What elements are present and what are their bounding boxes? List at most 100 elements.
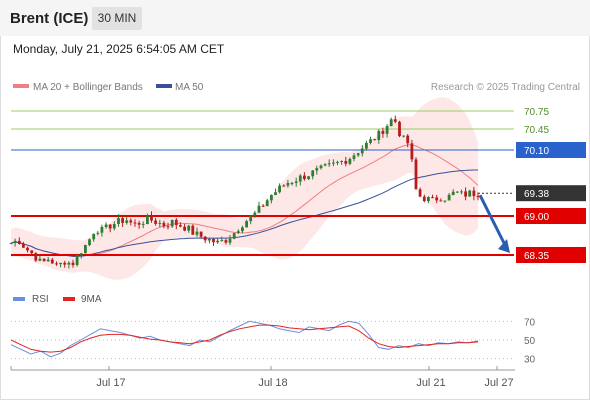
candle-body bbox=[121, 218, 124, 223]
candle-body bbox=[158, 222, 162, 224]
candle-body bbox=[311, 170, 315, 177]
x-tick-label: Jul 17 bbox=[96, 377, 125, 389]
support-label: 68.35 bbox=[524, 251, 549, 262]
candle-body bbox=[435, 197, 439, 201]
candle-body bbox=[75, 254, 79, 265]
candle-body bbox=[356, 153, 360, 156]
rsi-tick-label: 30 bbox=[524, 355, 536, 366]
candle-body bbox=[179, 225, 182, 227]
candle-body bbox=[224, 240, 228, 243]
candle-body bbox=[199, 231, 203, 237]
candle-body bbox=[393, 119, 397, 122]
candle-body bbox=[389, 119, 393, 127]
candle-body bbox=[183, 226, 186, 231]
candle-body bbox=[84, 245, 87, 254]
support-tag bbox=[516, 208, 586, 224]
candle-body bbox=[451, 191, 455, 195]
research-credit: Research © 2025 Trading Central bbox=[431, 82, 580, 93]
candle-body bbox=[327, 163, 331, 165]
candle-body bbox=[472, 190, 476, 196]
rsi-panel: 70 50 30 bbox=[10, 317, 536, 366]
candle-body bbox=[195, 231, 199, 235]
candle-body bbox=[108, 224, 112, 229]
bollinger-band-fill bbox=[11, 97, 478, 280]
chart-header: Brent (ICE) 30 MIN bbox=[0, 0, 590, 36]
instrument-title: Brent (ICE) bbox=[10, 10, 89, 27]
ma20-legend-label: MA 20 + Bollinger Bands bbox=[33, 82, 143, 93]
price-levels bbox=[11, 110, 514, 256]
rsi-tick-label: 70 bbox=[524, 317, 536, 328]
rsi-legend-swatch bbox=[13, 297, 25, 301]
candle-body bbox=[241, 227, 244, 232]
candle-body bbox=[365, 142, 368, 149]
candle-body bbox=[170, 219, 174, 227]
candle-body bbox=[427, 197, 430, 202]
candle-body bbox=[290, 182, 294, 184]
candle-body bbox=[232, 233, 236, 239]
candle-body bbox=[410, 143, 414, 160]
candle-body bbox=[146, 215, 149, 224]
candle-body bbox=[67, 262, 71, 265]
candle-body bbox=[303, 175, 306, 180]
rsi-legend-label: RSI bbox=[32, 294, 49, 305]
rsi-legend: RSI 9MA bbox=[13, 294, 102, 305]
candle-body bbox=[274, 192, 277, 195]
candle-body bbox=[265, 200, 269, 207]
last-price-label: 69.38 bbox=[524, 189, 549, 200]
candle-body bbox=[294, 181, 298, 183]
x-axis-labels: Jul 17 Jul 18 Jul 21 Jul 27 bbox=[10, 366, 514, 389]
candle-body bbox=[117, 218, 120, 224]
candle-body bbox=[464, 191, 467, 197]
candle-body bbox=[398, 121, 401, 137]
candle-body bbox=[257, 205, 261, 213]
candle-body bbox=[336, 161, 339, 163]
candle-body bbox=[447, 194, 451, 201]
candle-body bbox=[208, 238, 211, 241]
candle-body bbox=[30, 250, 34, 254]
candle-body bbox=[174, 219, 178, 226]
candle-body bbox=[323, 164, 327, 166]
timeframe-badge[interactable]: 30 MIN bbox=[92, 7, 142, 30]
pivot-label: 70.10 bbox=[524, 146, 549, 157]
candle-body bbox=[422, 196, 426, 202]
candle-body bbox=[46, 259, 50, 262]
candle-body bbox=[377, 130, 381, 140]
level-labels: 70.75 70.45 70.10 69.38 69.00 68.35 bbox=[516, 107, 586, 263]
candle-body bbox=[162, 222, 166, 227]
candle-body bbox=[414, 159, 418, 190]
last-price-tag bbox=[516, 185, 586, 202]
candle-body bbox=[203, 236, 207, 241]
candle-body bbox=[352, 155, 356, 159]
candle-body bbox=[34, 253, 38, 261]
rsi-ma-line bbox=[10, 324, 479, 353]
candle-body bbox=[348, 158, 352, 164]
support-tag bbox=[516, 247, 586, 263]
ma50-legend-swatch bbox=[156, 84, 172, 88]
candle-body bbox=[92, 233, 96, 240]
price-legend: MA 20 + Bollinger Bands MA 50 bbox=[13, 82, 204, 93]
candle-body bbox=[59, 262, 62, 265]
resistance-label: 70.75 bbox=[524, 107, 549, 118]
candle-body bbox=[298, 175, 302, 182]
candle-body bbox=[71, 262, 75, 266]
candle-body bbox=[96, 232, 100, 234]
candle-body bbox=[439, 200, 443, 202]
candle-body bbox=[460, 191, 463, 193]
forecast-arrow-shaft bbox=[478, 194, 508, 248]
candle-body bbox=[88, 239, 91, 246]
candle-body bbox=[26, 247, 29, 251]
candle-body bbox=[13, 240, 17, 244]
candle-body bbox=[220, 240, 224, 242]
candle-body bbox=[55, 263, 58, 265]
candle-body bbox=[332, 162, 335, 164]
candle-body bbox=[270, 195, 273, 201]
candle-body bbox=[360, 148, 364, 154]
candle-body bbox=[104, 224, 108, 227]
candle-body bbox=[236, 231, 240, 233]
resistance-label: 70.45 bbox=[524, 125, 549, 136]
candle-body bbox=[381, 130, 385, 134]
candle-body bbox=[385, 126, 389, 134]
candle-body bbox=[150, 215, 153, 221]
candle-body bbox=[9, 243, 13, 245]
